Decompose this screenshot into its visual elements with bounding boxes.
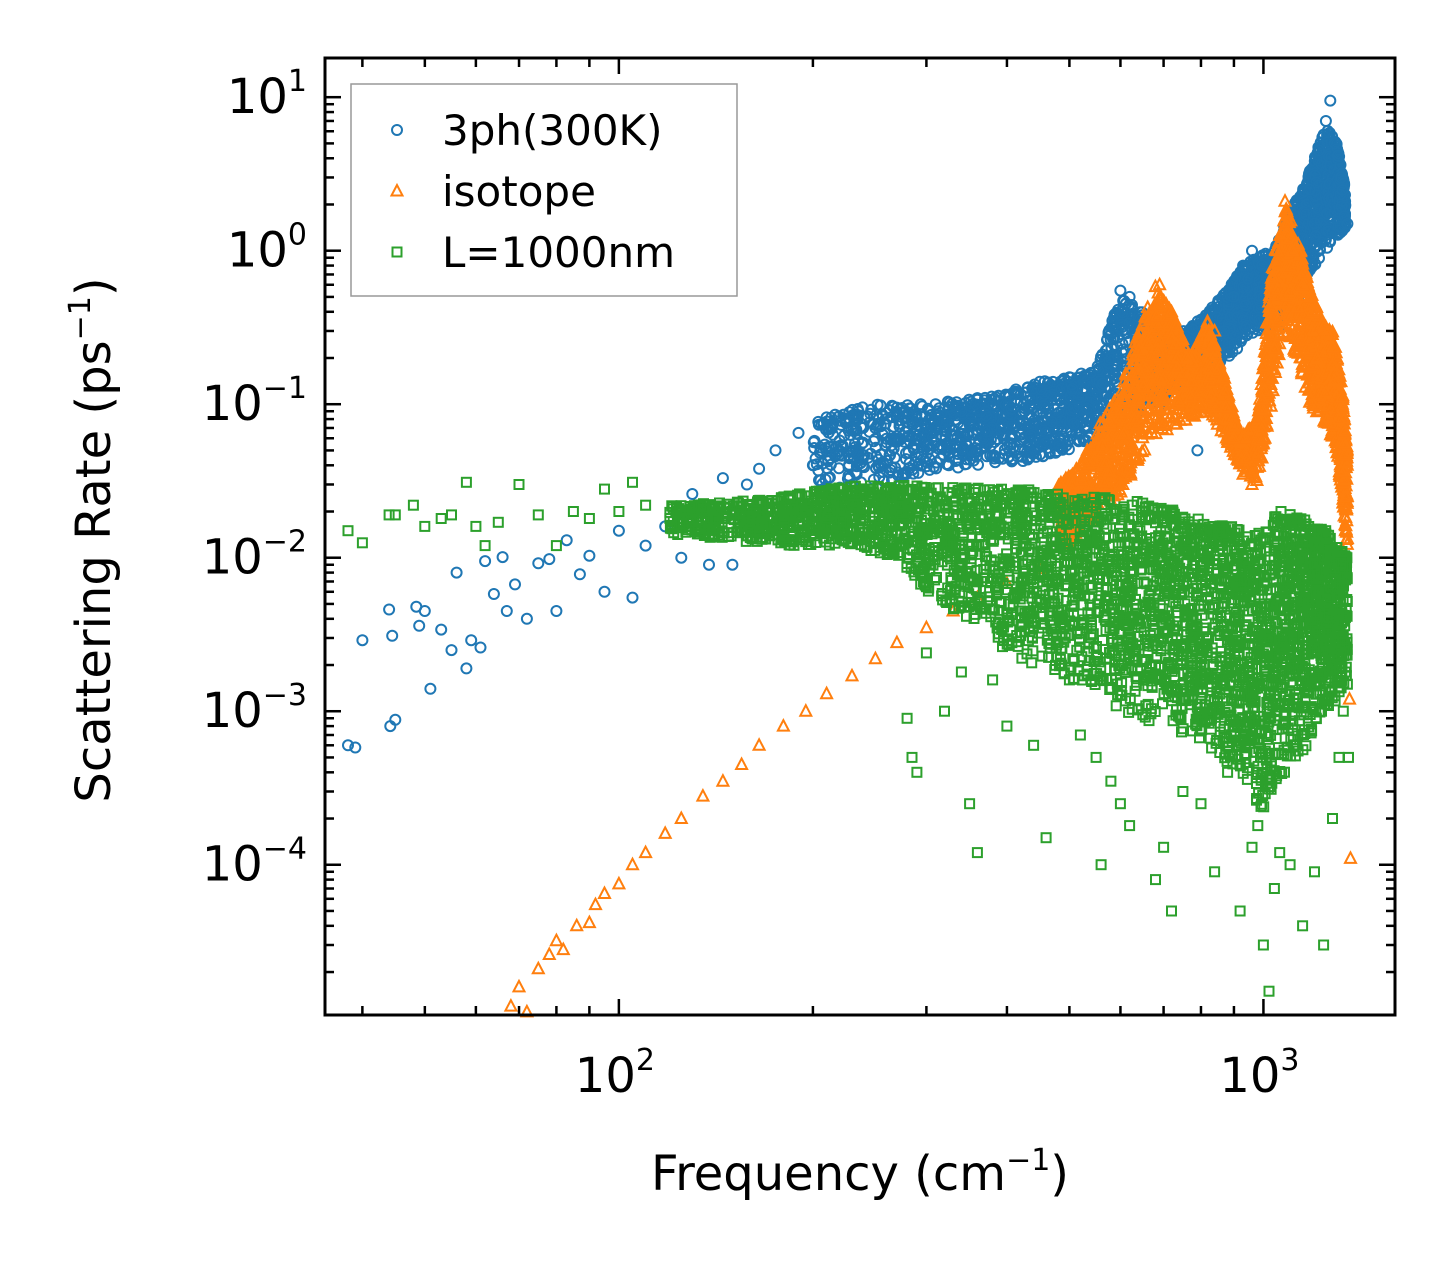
data-point-3ph-300k <box>889 461 901 474</box>
data-point-3ph-300k <box>808 434 821 447</box>
data-point-3ph-300k <box>943 450 956 463</box>
data-point-3ph-300k <box>991 433 1003 445</box>
data-point-3ph-300k <box>852 434 865 447</box>
data-point-3ph-300k <box>936 415 949 428</box>
data-point-3ph-300k <box>940 437 953 450</box>
data-point-3ph-300k <box>970 423 983 436</box>
data-point-3ph-300k <box>979 405 992 418</box>
data-point-3ph-300k <box>903 406 916 419</box>
data-point-3ph-300k <box>969 398 982 411</box>
data-point-3ph-300k <box>892 434 905 447</box>
data-point-3ph-300k <box>908 443 921 456</box>
data-point-3ph-300k <box>822 423 835 436</box>
data-point-3ph-300k <box>885 444 898 457</box>
data-point-3ph-300k <box>972 458 984 471</box>
data-point-3ph-300k <box>844 428 857 441</box>
data-point-3ph-300k <box>845 445 858 457</box>
data-point-3ph-300k <box>842 469 855 482</box>
data-point-3ph-300k <box>978 423 991 436</box>
data-point-3ph-300k <box>877 458 890 471</box>
data-point-3ph-300k <box>874 420 887 433</box>
data-point-3ph-300k <box>927 440 940 452</box>
data-point-3ph-300k <box>909 456 922 468</box>
data-point-3ph-300k <box>839 412 852 425</box>
data-point-3ph-300k <box>842 460 855 473</box>
data-point-3ph-300k <box>846 409 858 422</box>
data-point-3ph-300k <box>822 454 835 467</box>
data-point-3ph-300k <box>854 457 867 470</box>
data-point-3ph-300k <box>898 435 911 448</box>
data-point-3ph-300k <box>883 404 896 417</box>
data-point-3ph-300k <box>815 444 827 457</box>
data-point-3ph-300k <box>912 466 925 479</box>
series-layer <box>342 94 1358 1018</box>
data-point-3ph-300k <box>949 413 962 426</box>
data-point-3ph-300k <box>843 452 856 465</box>
data-point-3ph-300k <box>989 450 1001 463</box>
data-point-3ph-300k <box>992 427 1005 440</box>
data-point-3ph-300k <box>809 452 822 465</box>
data-point-3ph-300k <box>892 414 905 427</box>
data-point-3ph-300k <box>920 439 933 452</box>
data-point-3ph-300k <box>880 407 893 419</box>
data-point-3ph-300k <box>927 461 940 474</box>
data-point-3ph-300k <box>984 449 997 462</box>
data-point-3ph-300k <box>952 461 964 474</box>
data-point-3ph-300k <box>928 416 941 429</box>
data-point-3ph-300k <box>858 412 871 425</box>
data-point-3ph-300k <box>910 408 923 420</box>
data-point-3ph-300k <box>839 416 852 429</box>
data-point-3ph-300k <box>820 415 833 428</box>
data-point-3ph-300k <box>855 437 868 450</box>
data-point-3ph-300k <box>907 467 920 480</box>
data-point-3ph-300k <box>849 466 862 479</box>
data-point-3ph-300k <box>978 440 991 453</box>
data-point-3ph-300k <box>940 458 953 471</box>
data-point-3ph-300k <box>824 440 837 453</box>
data-point-3ph-300k <box>970 446 983 459</box>
data-point-3ph-300k <box>981 425 994 438</box>
data-point-3ph-300k <box>940 445 953 457</box>
data-point-3ph-300k <box>980 409 993 422</box>
data-point-3ph-300k <box>869 441 882 454</box>
